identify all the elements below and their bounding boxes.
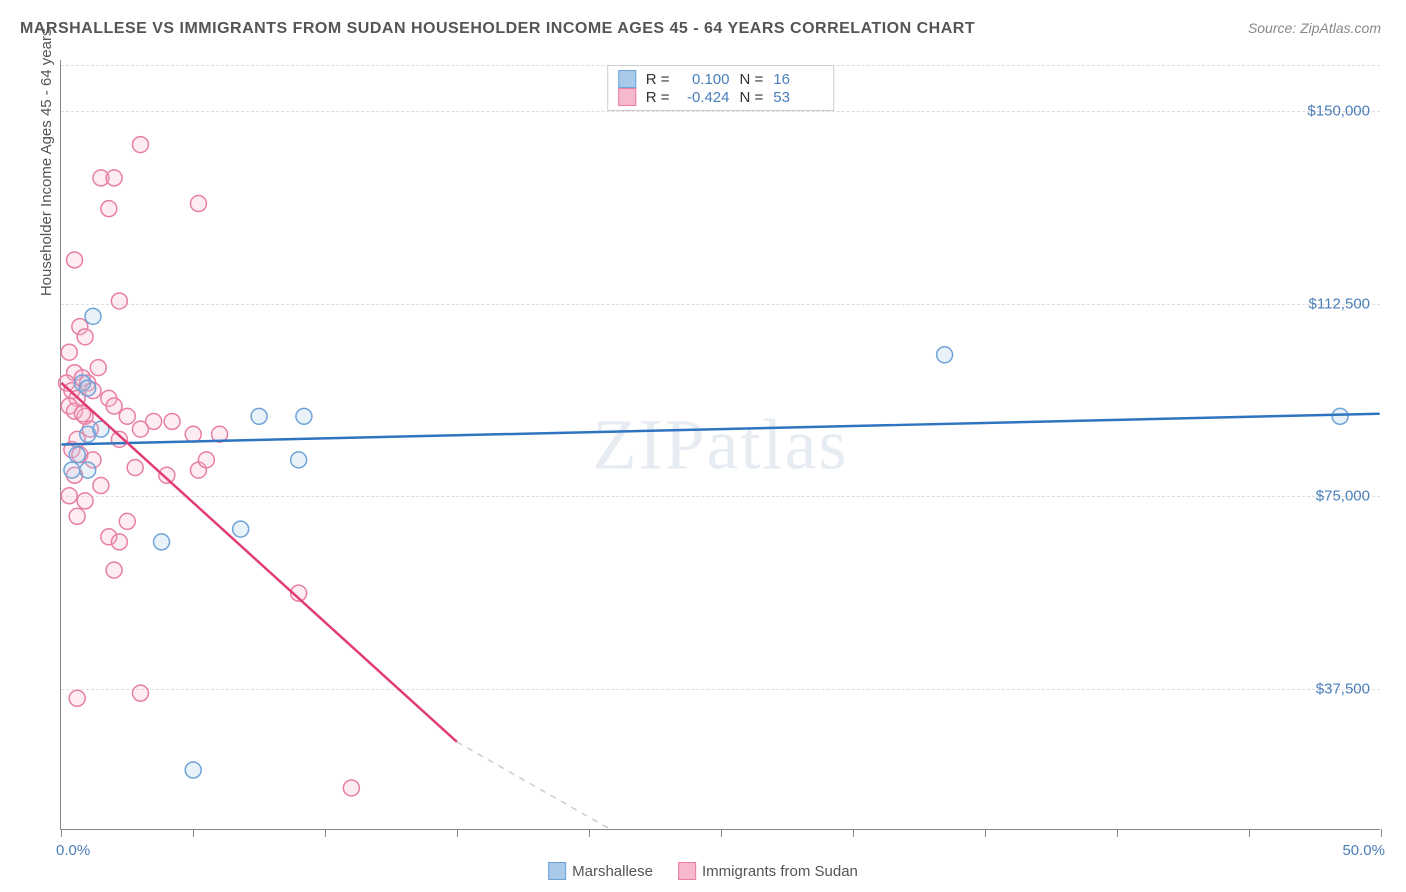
scatter-point	[291, 452, 307, 468]
scatter-point	[343, 780, 359, 796]
x-tick	[589, 829, 590, 837]
swatch-sudan-icon	[678, 862, 696, 880]
scatter-point	[185, 426, 201, 442]
scatter-point	[164, 413, 180, 429]
scatter-point	[85, 308, 101, 324]
scatter-point	[106, 170, 122, 186]
scatter-point	[198, 452, 214, 468]
swatch-marshallese-icon	[548, 862, 566, 880]
scatter-point	[77, 493, 93, 509]
source-label: Source: ZipAtlas.com	[1248, 20, 1381, 36]
x-tick	[853, 829, 854, 837]
legend-item-sudan: Immigrants from Sudan	[678, 862, 858, 880]
scatter-point	[80, 462, 96, 478]
x-tick	[457, 829, 458, 837]
r-value-marshallese: 0.100	[680, 71, 730, 88]
scatter-point	[106, 398, 122, 414]
scatter-point	[185, 762, 201, 778]
scatter-point	[67, 252, 83, 268]
scatter-point	[69, 690, 85, 706]
stats-row-sudan: R = -0.424 N = 53	[618, 88, 824, 106]
scatter-point	[61, 488, 77, 504]
scatter-point	[251, 408, 267, 424]
legend-item-marshallese: Marshallese	[548, 862, 653, 880]
n-value-marshallese: 16	[773, 71, 823, 88]
bottom-legend: Marshallese Immigrants from Sudan	[548, 862, 858, 880]
scatter-point	[937, 347, 953, 363]
swatch-sudan	[618, 88, 636, 106]
scatter-svg	[61, 60, 1380, 829]
y-axis-title: Householder Income Ages 45 - 64 years	[38, 29, 55, 297]
swatch-marshallese	[618, 70, 636, 88]
scatter-point	[1332, 408, 1348, 424]
stats-row-marshallese: R = 0.100 N = 16	[618, 70, 824, 88]
stats-legend: R = 0.100 N = 16 R = -0.424 N = 53	[607, 65, 835, 111]
x-tick	[1117, 829, 1118, 837]
x-tick	[1381, 829, 1382, 837]
scatter-point	[90, 360, 106, 376]
plot-area: ZIPatlas $37,500$75,000$112,500$150,000 …	[60, 60, 1380, 830]
scatter-point	[101, 201, 117, 217]
trend-line-extension	[457, 742, 610, 829]
scatter-point	[69, 508, 85, 524]
scatter-point	[296, 408, 312, 424]
scatter-point	[111, 534, 127, 550]
scatter-point	[93, 478, 109, 494]
scatter-point	[190, 196, 206, 212]
x-tick	[61, 829, 62, 837]
legend-label-marshallese: Marshallese	[572, 863, 653, 880]
scatter-point	[64, 462, 80, 478]
scatter-point	[106, 562, 122, 578]
scatter-point	[233, 521, 249, 537]
scatter-point	[132, 137, 148, 153]
r-value-sudan: -0.424	[680, 89, 730, 106]
scatter-point	[119, 408, 135, 424]
scatter-point	[127, 460, 143, 476]
x-tick	[325, 829, 326, 837]
scatter-point	[119, 513, 135, 529]
chart-title: MARSHALLESE VS IMMIGRANTS FROM SUDAN HOU…	[20, 20, 975, 38]
n-label: N =	[740, 89, 764, 106]
x-tick	[721, 829, 722, 837]
scatter-point	[77, 329, 93, 345]
x-tick	[1249, 829, 1250, 837]
r-label: R =	[646, 71, 670, 88]
scatter-point	[111, 293, 127, 309]
scatter-point	[80, 380, 96, 396]
scatter-point	[69, 447, 85, 463]
x-axis-max-label: 50.0%	[1342, 842, 1385, 859]
r-label: R =	[646, 89, 670, 106]
scatter-point	[61, 344, 77, 360]
n-value-sudan: 53	[773, 89, 823, 106]
x-tick	[193, 829, 194, 837]
scatter-point	[132, 685, 148, 701]
x-axis-min-label: 0.0%	[56, 842, 90, 859]
n-label: N =	[740, 71, 764, 88]
legend-label-sudan: Immigrants from Sudan	[702, 863, 858, 880]
scatter-point	[154, 534, 170, 550]
x-tick	[985, 829, 986, 837]
scatter-point	[132, 421, 148, 437]
correlation-chart: MARSHALLESE VS IMMIGRANTS FROM SUDAN HOU…	[0, 0, 1406, 892]
